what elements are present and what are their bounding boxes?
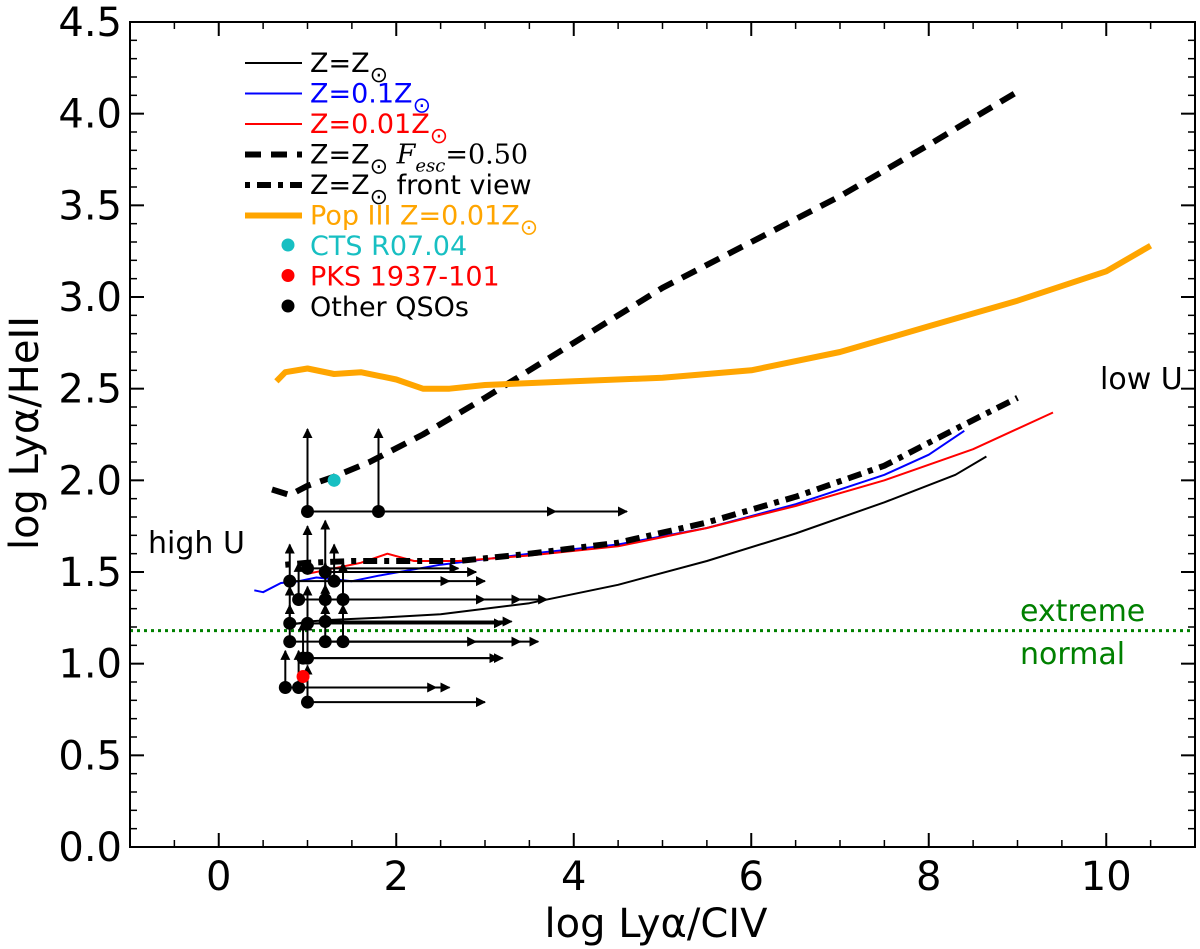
x-tick-label: 6	[739, 854, 764, 900]
legend-label-main: Pop III Z=0.01Z	[310, 201, 520, 232]
legend-entry-4: Z=Z⊙ front view	[245, 170, 532, 210]
legend-marker	[281, 238, 295, 252]
y-tick-label: 1.5	[58, 550, 122, 596]
qso-marker	[292, 593, 306, 606]
qso-point-0	[372, 428, 628, 518]
x-axis-label: log Lyα/CIV	[545, 901, 769, 947]
legend-label-sub: ⊙	[413, 94, 431, 119]
legend-label-main: Z=0.01Z	[310, 109, 430, 140]
qso-point-2	[301, 525, 460, 575]
y-axis-label: log Lyα/HeII	[2, 316, 48, 550]
series-line-5	[274, 243, 1153, 392]
legend-label-main: Z=Z	[310, 48, 370, 79]
legend-label: Z=Z⊙ Fesc=0.50	[310, 140, 528, 180]
legend-label: Z=Z⊙ front view	[310, 170, 532, 210]
legend-entry-8: Other QSOs	[281, 292, 469, 323]
legend-marker	[281, 269, 295, 282]
qso-marker	[301, 561, 314, 575]
legend-label-sub: ⊙	[370, 63, 388, 88]
point-pks-1937-101	[296, 670, 310, 683]
legend-entry-6: CTS R07.04	[281, 231, 467, 262]
annotation-extreme: extreme	[1020, 594, 1145, 629]
plot-frame	[129, 21, 1196, 848]
plot-content	[130, 89, 1195, 709]
qso-marker	[283, 635, 297, 649]
legend-label-main: Other QSOs	[310, 292, 469, 323]
x-tick-label: 4	[561, 854, 586, 900]
y-tick-label: 1.0	[58, 642, 122, 688]
legend-label: CTS R07.04	[310, 231, 467, 262]
axes: 0 2 4 6 8 10 0.0 0.5 1.0 1.5 2.0 2.5 3.0 3.5 4.0 4.5	[58, 0, 1196, 900]
y-tick-label: 2.0	[58, 458, 122, 504]
legend-label-extra: F	[396, 140, 417, 171]
legend-label-sub: ⊙	[520, 216, 538, 241]
qso-marker	[283, 574, 297, 588]
legend-label: Z=Z⊙	[310, 48, 388, 88]
legend-label-main: Z=Z	[310, 170, 370, 201]
annotation-low-u: low U	[1100, 362, 1183, 397]
axis-labels: log Lyα/CIV log Lyα/HeII	[2, 316, 768, 947]
qso-point-8	[292, 561, 486, 606]
qso-point-1	[301, 428, 557, 518]
qso-marker	[301, 505, 314, 518]
x-tick-label: 0	[206, 854, 231, 900]
qso-point-5	[283, 543, 451, 588]
legend-entry-5: Pop III Z=0.01Z⊙	[245, 201, 538, 241]
y-tick-label: 0.5	[58, 733, 122, 779]
legend-label-main: Z=Z	[310, 140, 370, 171]
qso-point-9	[318, 583, 513, 628]
legend-label-reset	[388, 170, 397, 201]
legend-label: Z=0.01Z⊙	[310, 109, 448, 149]
plot-area	[130, 89, 1195, 709]
y-tick-label: 3.0	[58, 275, 122, 321]
legend-label-sub: ⊙	[370, 155, 388, 180]
annotations: high U low U extreme normal	[148, 362, 1183, 672]
legend-entry-0: Z=Z⊙	[245, 48, 388, 88]
legend: Z=Z⊙ Z=0.1Z⊙ Z=0.01Z⊙ Z=Z⊙ Fesc=0.50Z=Z⊙…	[245, 48, 538, 323]
qso-point-11	[283, 585, 504, 630]
y-tick-label: 4.0	[58, 92, 122, 138]
annotation-high-u: high U	[148, 526, 245, 561]
qso-point-18	[278, 649, 438, 694]
legend-label-sub: ⊙	[430, 124, 448, 149]
x-tick-label: 10	[1081, 854, 1132, 900]
x-tick-label: 2	[384, 854, 409, 900]
legend-label-extra-sub: esc	[415, 156, 445, 177]
point-cts-r07-04	[327, 473, 341, 487]
legend-entry-3: Z=Z⊙ Fesc=0.50	[245, 140, 528, 180]
x-tick-label: 8	[916, 854, 941, 900]
y-tick-label: 2.5	[58, 367, 122, 413]
legend-label-main: PKS 1937-101	[310, 262, 500, 293]
legend-label: PKS 1937-101	[310, 262, 500, 293]
legend-entry-2: Z=0.01Z⊙	[245, 109, 448, 149]
y-tick-label: 3.5	[58, 183, 122, 229]
legend-label-sub: ⊙	[370, 185, 388, 210]
legend-entry-7: PKS 1937-101	[281, 262, 500, 293]
legend-label-reset	[388, 140, 397, 171]
series-line-4	[285, 395, 1019, 568]
legend-label: Other QSOs	[310, 292, 469, 323]
y-tick-label: 0.0	[58, 825, 122, 871]
annotation-normal: normal	[1020, 637, 1125, 672]
legend-entry-1: Z=0.1Z⊙	[245, 79, 431, 119]
qso-marker	[301, 695, 314, 709]
qso-point-19	[301, 664, 486, 709]
legend-label-main: Z=0.1Z	[310, 79, 413, 110]
qso-marker	[278, 681, 292, 694]
legend-label: Pop III Z=0.01Z⊙	[310, 201, 538, 241]
legend-marker	[281, 299, 295, 313]
legend-label-main: CTS R07.04	[310, 231, 467, 262]
y-tick-label: 4.5	[58, 0, 122, 46]
qso-point-14	[283, 604, 478, 649]
legend-label-extra: front view	[397, 170, 532, 201]
legend-label-extra-tail: =0.50	[445, 140, 528, 171]
legend-label: Z=0.1Z⊙	[310, 79, 431, 119]
